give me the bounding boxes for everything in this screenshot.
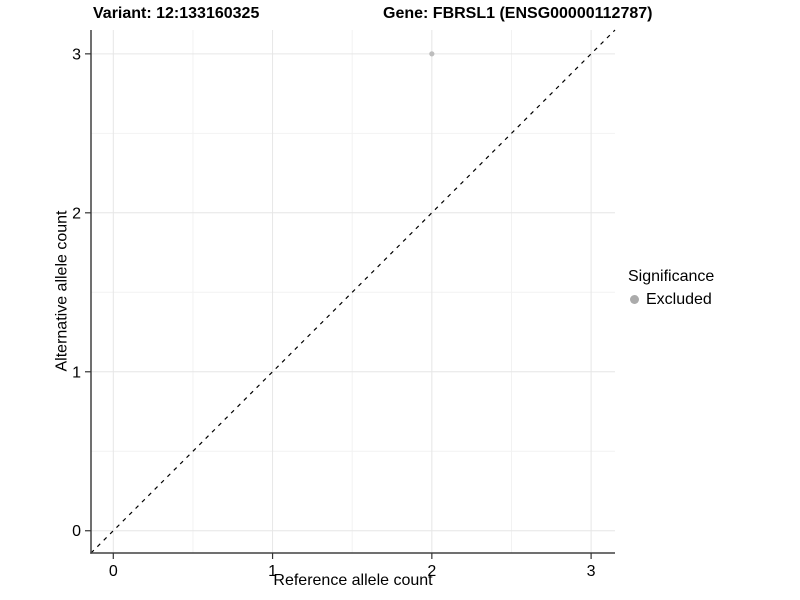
legend-item-excluded: Excluded (628, 291, 714, 309)
excluded-point-icon (630, 295, 639, 305)
legend-item-label: Excluded (646, 290, 712, 308)
y-tick-label: 2 (72, 205, 81, 222)
tick-labels: 0 1 2 3 0 1 2 3 (72, 46, 596, 580)
x-tick-label: 3 (587, 563, 596, 580)
tick-marks (85, 53, 592, 559)
axis-lines (90, 30, 615, 554)
x-tick-label: 2 (427, 563, 436, 580)
y-axis-title: Alternative allele count (53, 210, 71, 372)
x-tick-label: 0 (109, 563, 118, 580)
y-tick-label: 1 (72, 364, 81, 381)
x-axis-title: Reference allele count (273, 572, 433, 589)
y-tick-label: 0 (72, 523, 81, 540)
data-point (429, 51, 435, 57)
identity-reference-line (90, 29, 616, 554)
x-tick-label: 1 (268, 563, 277, 580)
minor-gridlines (91, 30, 615, 553)
data-points (429, 51, 435, 57)
legend: Significance Excluded (628, 266, 714, 309)
y-tick-label: 3 (72, 46, 81, 63)
major-gridlines (91, 30, 615, 553)
legend-title: Significance (628, 268, 715, 285)
gene-title: Gene: FBRSL1 (ENSG00000112787) (383, 5, 653, 22)
variant-title: Variant: 12:133160325 (93, 5, 260, 22)
